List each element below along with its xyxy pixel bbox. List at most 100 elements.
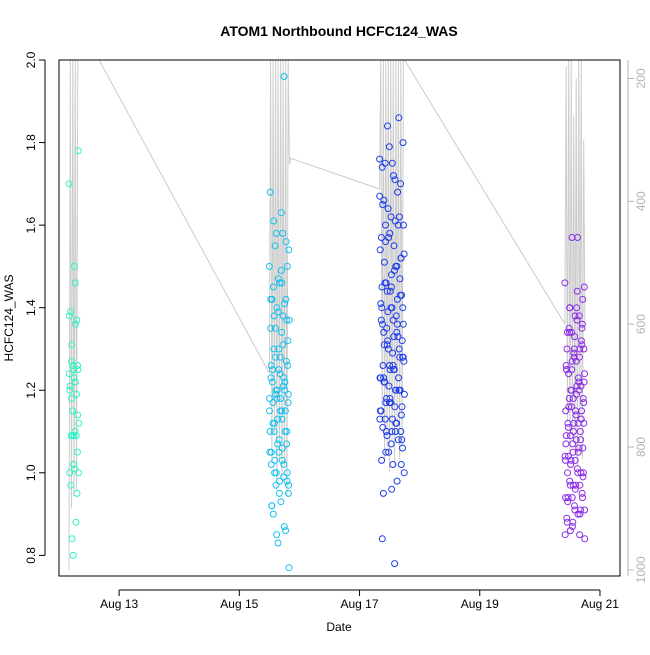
data-point: [277, 498, 285, 506]
data-point: [561, 452, 569, 460]
pressure-trace: [68, 59, 586, 570]
plot-frame: [58, 59, 621, 577]
data-point: [571, 456, 579, 464]
data-point: [278, 415, 286, 423]
data-point: [577, 469, 585, 477]
data-point: [280, 523, 288, 530]
data-point: [281, 386, 289, 394]
data-point: [67, 357, 75, 365]
data-point: [399, 353, 407, 361]
data-point: [284, 390, 292, 398]
data-point: [284, 399, 292, 407]
data-point: [393, 262, 401, 270]
y2-tick-label: 1000: [634, 556, 648, 583]
data-point: [271, 353, 279, 361]
x-tick-label: Aug 19: [461, 597, 499, 611]
data-point: [68, 341, 76, 349]
data-point: [376, 374, 384, 382]
data-point: [381, 159, 389, 167]
data-point: [580, 345, 588, 353]
data-point: [397, 411, 405, 419]
data-point: [70, 262, 78, 270]
data-point: [386, 229, 394, 237]
data-point: [576, 481, 584, 489]
data-point: [575, 374, 582, 382]
data-point: [385, 143, 393, 151]
data-point: [382, 238, 390, 246]
data-point: [572, 411, 580, 419]
data-point: [382, 448, 390, 456]
data-point: [576, 531, 584, 539]
data-point: [400, 390, 408, 398]
data-point: [270, 428, 278, 435]
data-point: [69, 551, 77, 559]
data-point: [399, 304, 407, 312]
data-point: [66, 469, 74, 477]
data-point: [563, 514, 571, 522]
data-point: [388, 428, 396, 435]
data-point: [564, 498, 572, 506]
data-point: [382, 399, 390, 407]
data-point: [69, 407, 77, 415]
data-point: [74, 147, 82, 155]
data-point: [268, 502, 276, 510]
data-point: [75, 469, 82, 477]
data-point: [380, 374, 388, 382]
data-point: [72, 518, 80, 526]
data-point: [267, 324, 275, 332]
data-point: [280, 473, 288, 481]
data-point: [384, 205, 392, 213]
data-point: [387, 399, 395, 407]
data-point: [388, 271, 395, 279]
data-point: [65, 370, 73, 378]
data-point: [562, 407, 570, 415]
y2-tick-label: 600: [634, 314, 648, 334]
data-point: [383, 432, 391, 440]
data-point: [568, 234, 576, 241]
data-point: [573, 304, 581, 312]
data-point: [271, 242, 279, 250]
data-point: [397, 461, 405, 468]
data-point: [383, 395, 390, 402]
data-point: [268, 378, 276, 386]
data-point: [383, 341, 391, 349]
data-point: [575, 378, 583, 386]
data-point: [280, 73, 288, 80]
data-point: [576, 510, 584, 518]
data-point: [562, 440, 570, 448]
data-point: [266, 448, 274, 456]
data-point: [273, 531, 281, 539]
data-point: [284, 362, 292, 369]
y-tick-label: 2.0: [24, 51, 38, 68]
data-point: [396, 386, 404, 394]
data-point: [267, 374, 275, 382]
data-point: [398, 403, 406, 411]
data-point: [382, 221, 389, 229]
data-point: [388, 159, 396, 167]
y-axis-label: HCFC124_WAS: [2, 275, 16, 362]
data-point: [277, 395, 285, 402]
data-point: [568, 494, 576, 502]
data-point: [274, 415, 282, 423]
data-point: [567, 386, 575, 394]
data-point: [561, 279, 569, 287]
data-point: [274, 275, 282, 283]
data-point: [392, 386, 399, 394]
data-point: [276, 353, 284, 361]
data-point: [391, 428, 399, 435]
data-point: [384, 345, 392, 353]
data-point: [395, 114, 403, 122]
data-point: [279, 382, 287, 390]
data-point: [377, 316, 385, 324]
x-tick-label: Aug 17: [341, 597, 379, 611]
data-point: [381, 378, 389, 386]
data-point: [281, 428, 289, 435]
data-point: [282, 238, 290, 246]
data-point: [569, 448, 577, 456]
data-point: [276, 279, 284, 287]
y2-tick-label: 800: [634, 437, 648, 457]
y-tick-label: 1.6: [24, 216, 38, 233]
data-point: [386, 362, 394, 369]
data-point: [390, 242, 398, 250]
